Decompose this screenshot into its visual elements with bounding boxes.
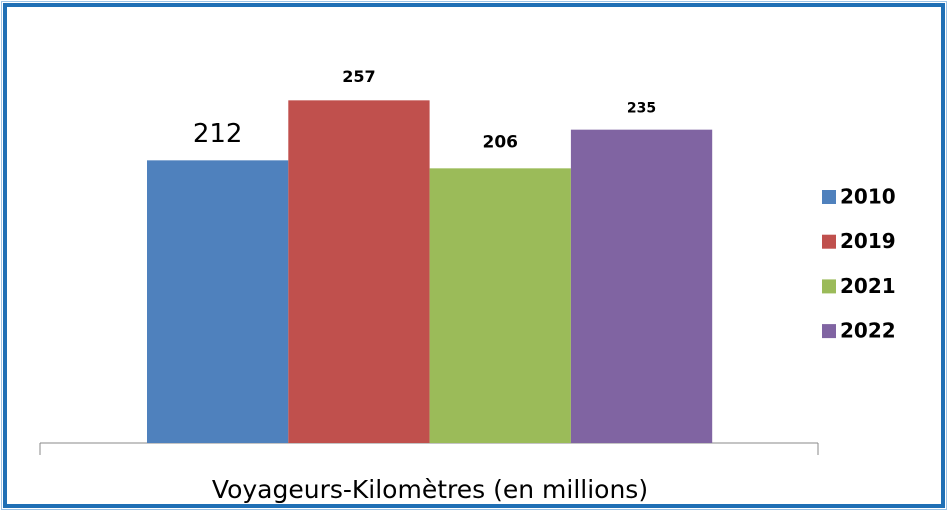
legend-swatch xyxy=(822,190,836,204)
legend-swatch xyxy=(822,324,836,339)
legend-label: 2021 xyxy=(840,274,896,298)
bar xyxy=(429,168,571,444)
legend-label: 2010 xyxy=(840,185,896,209)
data-label: 206 xyxy=(483,132,519,152)
legend-label: 2019 xyxy=(840,229,896,253)
bar xyxy=(570,129,713,443)
legend-label: 2022 xyxy=(840,319,896,343)
legend-swatch xyxy=(822,234,836,249)
data-label: 212 xyxy=(193,119,243,149)
frame xyxy=(3,3,945,508)
legend-swatch xyxy=(822,279,836,294)
data-label: 235 xyxy=(627,101,656,117)
data-label: 257 xyxy=(342,67,375,86)
bar xyxy=(147,160,289,444)
category-label: Voyageurs-Kilomètres (en millions) xyxy=(212,475,648,504)
bar xyxy=(288,100,430,443)
